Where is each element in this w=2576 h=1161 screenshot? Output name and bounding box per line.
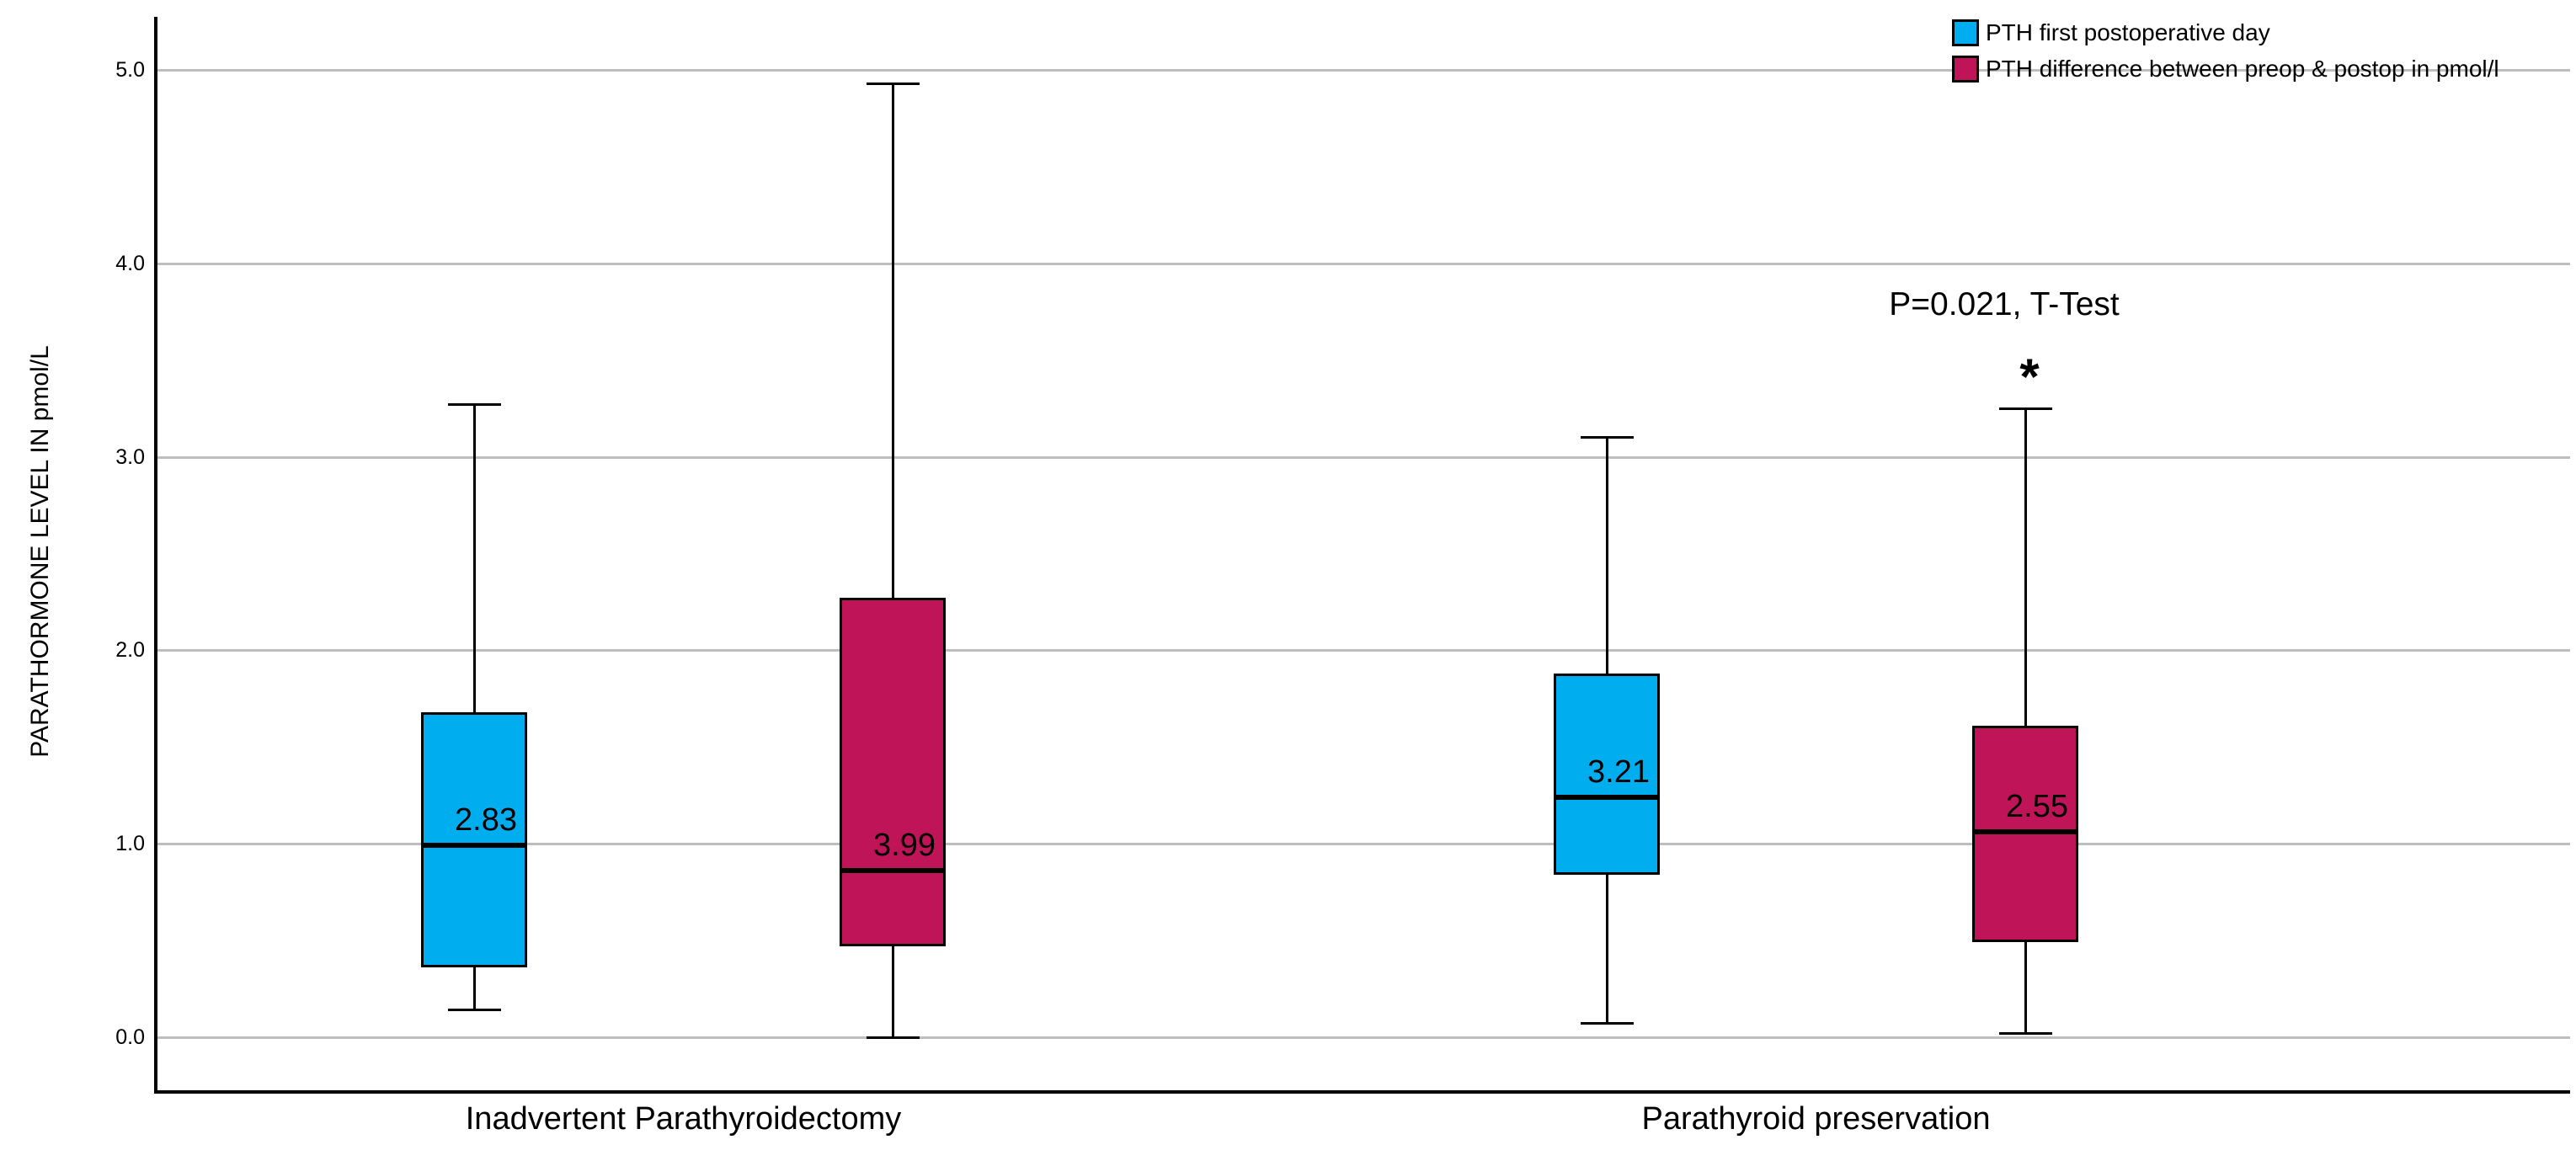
box-value-label: 2.83 — [455, 802, 517, 839]
legend-label: PTH difference between preop & postop in… — [1986, 56, 2499, 82]
box-pth-difference — [840, 598, 946, 946]
gridline — [157, 69, 2570, 72]
lower-whisker-cap — [1580, 1022, 1634, 1025]
lower-whisker-cap — [1998, 1031, 2052, 1035]
lower-whisker-cap — [447, 1009, 501, 1012]
legend-swatch-icon — [1952, 19, 1979, 46]
lower-whisker-cap — [866, 1036, 920, 1039]
gridline — [157, 455, 2570, 459]
median-line — [1972, 829, 2078, 835]
y-tick-label: 3.0 — [115, 445, 145, 469]
gridline — [157, 843, 2570, 846]
box-value-label: 2.55 — [2006, 789, 2068, 825]
y-axis-line — [154, 17, 157, 1094]
significance-star: * — [2019, 349, 2040, 405]
legend-item: PTH first postoperative day — [1952, 19, 2499, 46]
upper-whisker-cap — [866, 82, 920, 85]
gridline — [157, 649, 2570, 652]
legend-item: PTH difference between preop & postop in… — [1952, 56, 2499, 83]
median-line — [1554, 795, 1660, 801]
y-tick-label: 2.0 — [115, 638, 145, 663]
x-axis-line — [154, 1090, 2570, 1094]
lower-whisker-line — [1605, 874, 1608, 1024]
gridline — [157, 1036, 2570, 1039]
median-line — [840, 868, 946, 874]
y-tick-label: 5.0 — [115, 58, 145, 82]
upper-whisker-line — [472, 404, 476, 712]
gridline — [157, 262, 2570, 265]
box-pth-postop — [1554, 673, 1660, 875]
upper-whisker-cap — [1580, 436, 1634, 439]
y-tick-label: 4.0 — [115, 251, 145, 275]
legend: PTH first postoperative day PTH differenc… — [1952, 19, 2499, 83]
box-pth-postop — [421, 711, 527, 968]
legend-swatch-icon — [1952, 56, 1979, 83]
upper-whisker-line — [891, 83, 894, 599]
y-axis-title: PARATHORMONE LEVEL IN pmol/L — [26, 345, 54, 758]
y-tick-label: 0.0 — [115, 1025, 145, 1049]
lower-whisker-line — [472, 967, 476, 1010]
box-value-label: 3.99 — [873, 828, 936, 864]
lower-whisker-line — [2024, 942, 2027, 1034]
upper-whisker-line — [1605, 437, 1608, 674]
upper-whisker-line — [2024, 408, 2027, 726]
x-category-label: Inadvertent Parathyroidectomy — [465, 1101, 902, 1137]
upper-whisker-cap — [1998, 407, 2052, 410]
legend-label: PTH first postoperative day — [1986, 19, 2270, 45]
box-value-label: 3.21 — [1587, 754, 1650, 791]
median-line — [421, 843, 527, 849]
y-tick-label: 1.0 — [115, 832, 145, 856]
upper-whisker-cap — [447, 403, 501, 407]
x-category-label: Parathyroid preservation — [1641, 1101, 1991, 1137]
lower-whisker-line — [891, 945, 894, 1037]
significance-annotation-text: P=0.021, T-Test — [1889, 286, 2120, 322]
